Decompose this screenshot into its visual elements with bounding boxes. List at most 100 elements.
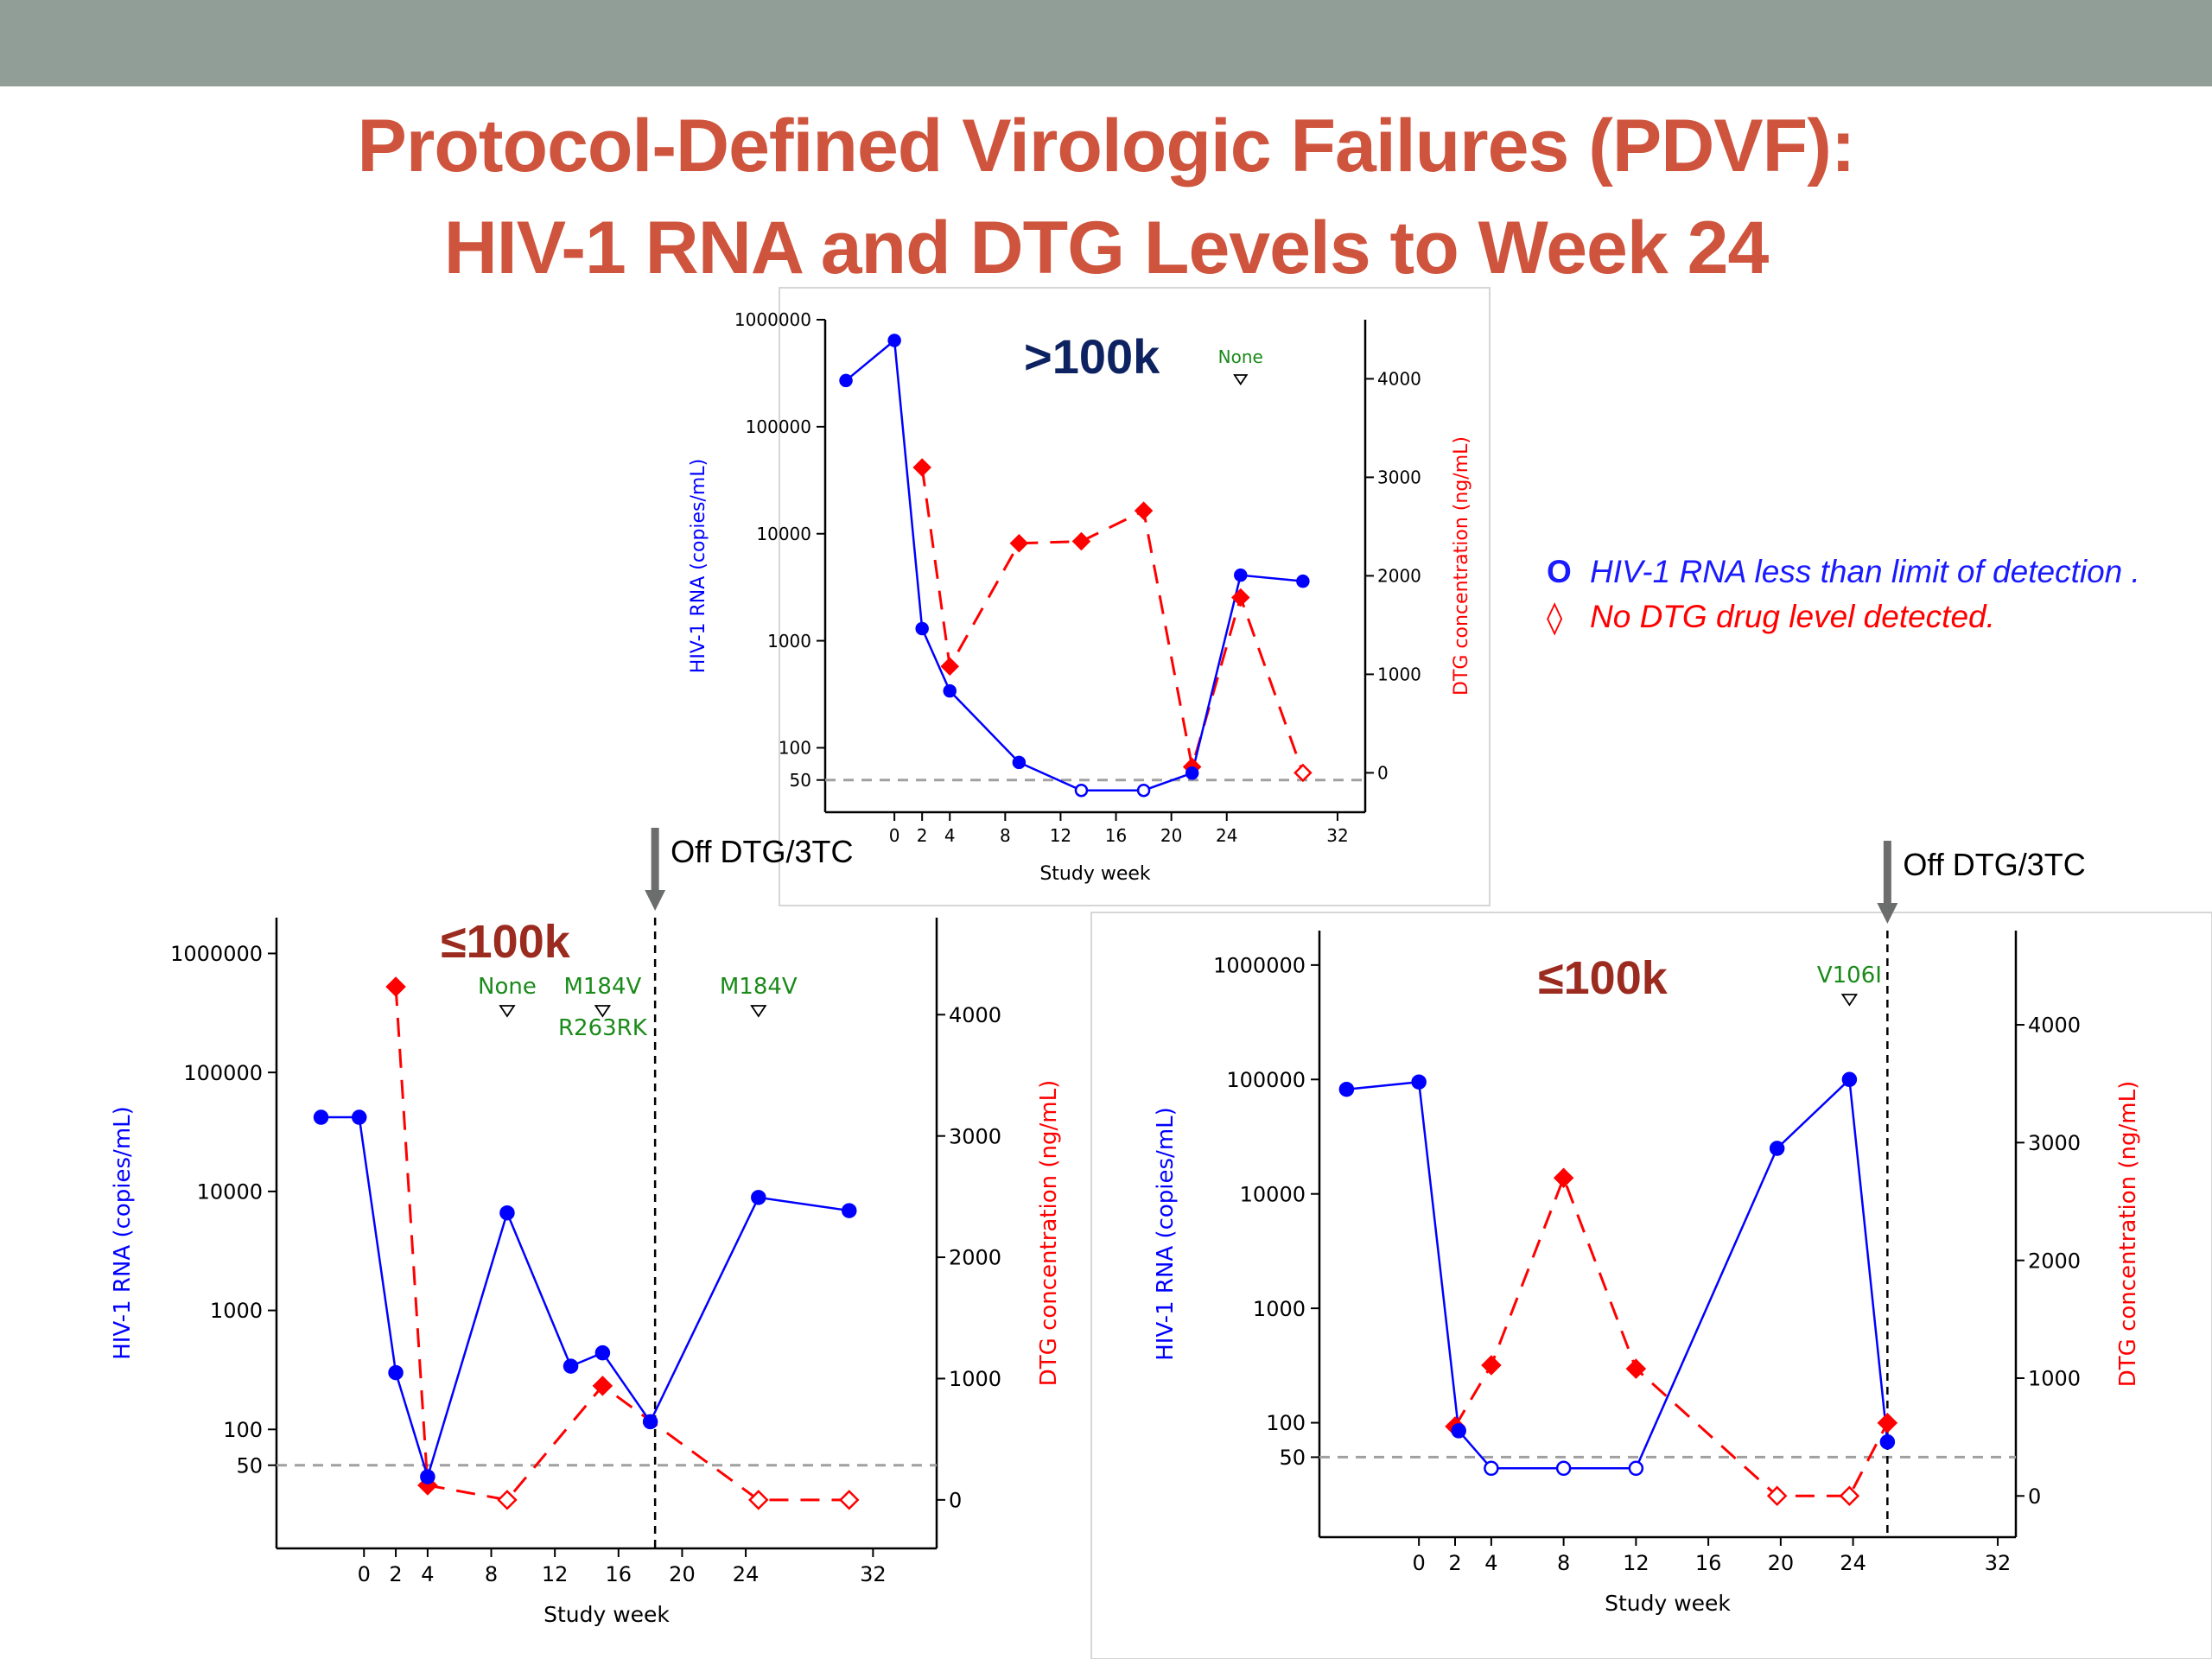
le-symbol: ≤ (1538, 952, 1564, 1004)
y-tick-label: 100 (1266, 1411, 1306, 1435)
y2-tick-label: 3000 (2028, 1131, 2081, 1155)
dtg-point (497, 1490, 518, 1510)
x-tick-label: 24 (1216, 825, 1237, 846)
y2-tick-label: 0 (949, 1488, 962, 1512)
rna-point (642, 1414, 658, 1430)
rna-series-line (1346, 1077, 1889, 1470)
rna-point (313, 1109, 329, 1125)
y-tick-label: 50 (1279, 1446, 1306, 1470)
legend-rna-text: HIV-1 RNA less than limit of detection . (1590, 554, 2140, 589)
dtg-point (838, 1490, 860, 1510)
y-tick-label: 100 (223, 1418, 263, 1442)
y2-tick-label: 3000 (949, 1124, 1001, 1148)
x-tick-label: 8 (485, 1562, 498, 1586)
x-tick-label: 4 (421, 1562, 434, 1586)
x-tick-label: 20 (669, 1562, 696, 1586)
rna-point (1411, 1074, 1427, 1090)
y2-tick-label: 1000 (2028, 1367, 2081, 1391)
open-circle-icon: O (1547, 554, 1572, 589)
rna-point (1185, 766, 1199, 780)
x-tick-label: 4 (944, 825, 956, 846)
rna-series-line (321, 1116, 849, 1481)
x-tick-label: 20 (1160, 825, 1182, 846)
y2-tick-label: 1000 (1377, 664, 1421, 685)
y-axis-title-right: DTG concentration (ng/mL) (1451, 436, 1472, 696)
open-diamond-icon: ◊ (1547, 598, 1563, 636)
y2-tick-label: 4000 (949, 1003, 1001, 1027)
rna-point (915, 621, 929, 636)
arrow-down-icon (1877, 903, 1898, 924)
x-tick-label: 2 (389, 1562, 402, 1586)
slide-title-line-1: Protocol-Defined Virologic Failures (PDV… (357, 105, 1856, 188)
y2-tick-label: 4000 (1377, 369, 1421, 390)
dtg-point (748, 1490, 769, 1510)
x-tick-label: 32 (860, 1562, 887, 1586)
x-tick-label: 4 (1484, 1551, 1497, 1575)
x-tick-label: 24 (1840, 1551, 1866, 1575)
dtg-point (1134, 501, 1154, 520)
y-tick-label: 100000 (746, 416, 811, 437)
mutation-label: None (478, 974, 537, 1000)
x-axis-title: Study week (543, 1602, 670, 1627)
y2-tick-label: 3000 (1377, 467, 1421, 488)
triangle-down-icon (1840, 994, 1859, 1007)
threshold-text: 100k (467, 916, 571, 968)
y-tick-label: 10000 (756, 524, 811, 544)
dtg-point (1231, 588, 1250, 607)
x-axis-title: Study week (1039, 863, 1151, 885)
dtg-point (940, 657, 959, 677)
rna-point (351, 1109, 367, 1125)
x-tick-label: 0 (1413, 1551, 1426, 1575)
y2-tick-label: 2000 (949, 1246, 1001, 1270)
x-tick-label: 12 (1050, 825, 1071, 846)
y-axis-title-right: DTG concentration (ng/mL) (2115, 1081, 2141, 1388)
dtg-series-line (394, 986, 849, 1502)
dtg-point (1071, 531, 1091, 551)
dtg-point (592, 1376, 613, 1396)
y-axis-title-left: HIV-1 RNA (copies/mL) (1153, 1107, 1179, 1361)
slide-title-line-2: HIV-1 RNA and DTG Levels to Week 24 (443, 207, 1770, 289)
rna-point (839, 373, 853, 388)
dtg-point (1877, 1413, 1898, 1433)
rna-point (388, 1364, 404, 1381)
x-tick-label: 2 (917, 825, 928, 846)
x-tick-label: 0 (358, 1562, 371, 1586)
rna-point (1074, 783, 1089, 798)
x-tick-label: 20 (1768, 1551, 1795, 1575)
y-axis-title-left: HIV-1 RNA (copies/mL) (688, 459, 709, 673)
y-tick-label: 100000 (1226, 1068, 1306, 1092)
rna-point (841, 1203, 857, 1218)
x-tick-label: 8 (1557, 1551, 1570, 1575)
rna-point (887, 334, 901, 347)
off-drug-label: Off DTG/3TC (1903, 847, 2085, 882)
chart-bottom-right-le-100k: 1000000100000100001000100504000300020001… (1090, 841, 2212, 1659)
y-tick-label: 100000 (183, 1061, 263, 1085)
rna-point (943, 683, 957, 698)
rna-point (499, 1205, 515, 1221)
rna-point (751, 1190, 766, 1205)
y2-tick-label: 4000 (2028, 1014, 2081, 1038)
y-axis-title-left: HIV-1 RNA (copies/mL) (110, 1106, 136, 1360)
y-tick-label: 1000000 (170, 942, 263, 966)
rna-point (1769, 1141, 1785, 1156)
dtg-point (385, 976, 406, 997)
rna-point (1296, 574, 1310, 588)
x-tick-label: 32 (1326, 825, 1348, 846)
x-tick-label: 24 (733, 1562, 760, 1586)
rna-point (1628, 1460, 1644, 1477)
viral-load-category-label: ≤100k (441, 916, 571, 968)
y-tick-label: 50 (790, 770, 811, 791)
dtg-series-line (1453, 1174, 1889, 1497)
dtg-point (1294, 763, 1313, 783)
rna-point (1879, 1434, 1896, 1450)
mutation-label: V106I (1817, 963, 1882, 988)
legend-item-dtg: ◊ No DTG drug level detected. (1547, 594, 2140, 639)
rna-point (1484, 1460, 1499, 1477)
y-tick-label: 1000000 (1213, 954, 1306, 978)
rna-point (420, 1469, 435, 1484)
x-tick-label: 16 (1695, 1551, 1722, 1575)
triangle-down-icon (594, 1005, 612, 1018)
mutation-label: M184V (563, 974, 641, 1000)
y2-tick-label: 0 (1377, 763, 1389, 784)
